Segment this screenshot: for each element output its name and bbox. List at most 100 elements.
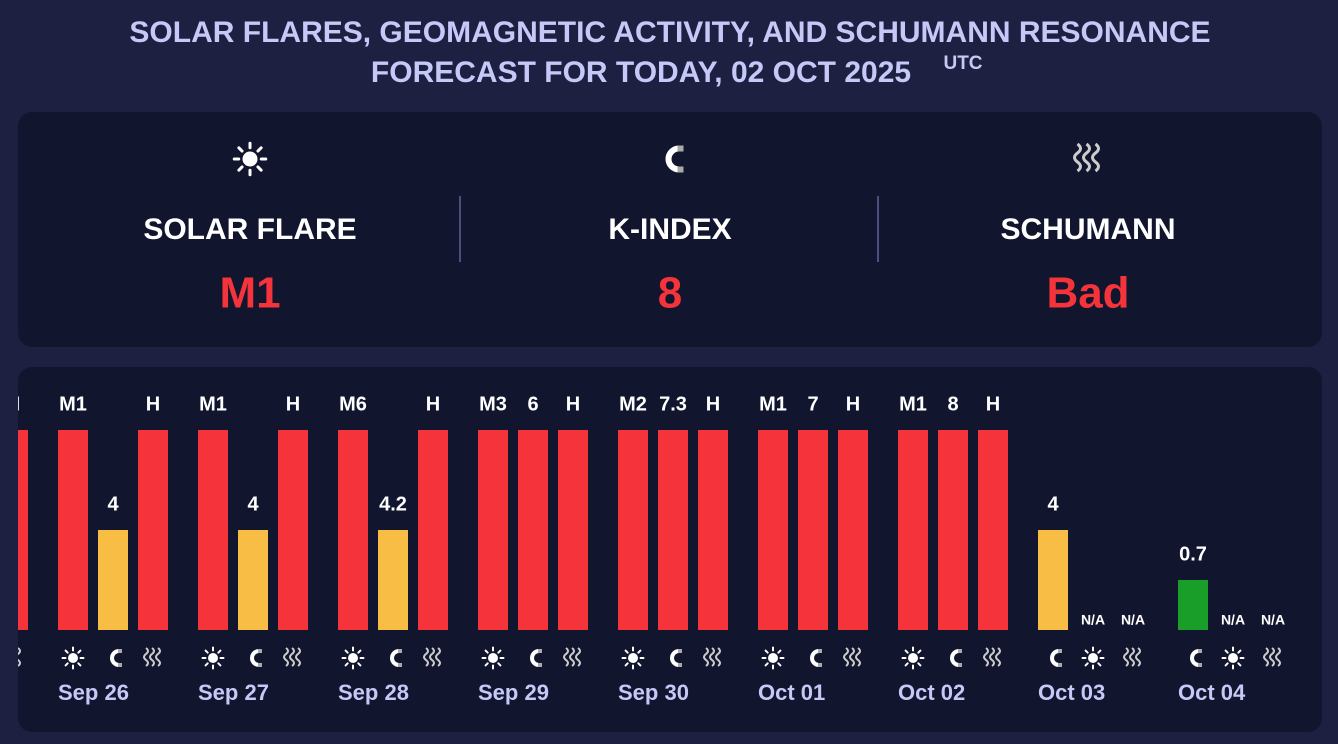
sun-ray <box>256 146 263 153</box>
magnet <box>1050 649 1060 667</box>
wave <box>575 647 581 667</box>
bar-label: H <box>286 393 300 415</box>
bar-label: 8 <box>947 393 958 415</box>
summary-panel <box>18 112 1322 347</box>
bar-label: H <box>706 393 720 415</box>
date-label: Oct 03 <box>1038 680 1105 705</box>
flare-icon <box>232 141 268 177</box>
magnet-tip <box>1198 649 1202 653</box>
sun-ray <box>256 165 263 172</box>
magnet-tip <box>958 649 962 653</box>
wave <box>1135 647 1141 667</box>
na-label: N/A <box>1261 612 1285 628</box>
wave <box>983 647 989 667</box>
wave <box>1091 142 1100 173</box>
magnet <box>390 649 400 667</box>
sun-ray <box>357 662 362 667</box>
bar <box>558 430 588 630</box>
sun-ray <box>217 649 222 654</box>
magnet <box>250 649 260 667</box>
date-label: Sep 29 <box>478 680 549 705</box>
k-icon <box>250 649 262 667</box>
sun-ray <box>777 649 782 654</box>
bar <box>518 430 548 630</box>
schumann-icon <box>18 647 21 667</box>
wave <box>423 647 429 667</box>
flare-icon <box>481 646 505 670</box>
sun-core <box>628 653 638 663</box>
magnet-tip <box>538 649 542 653</box>
magnet-tip <box>398 663 402 667</box>
bar <box>1038 530 1068 630</box>
wave <box>1275 647 1281 667</box>
sun-ray <box>917 649 922 654</box>
bar <box>618 430 648 630</box>
wave <box>1269 647 1275 667</box>
bar-label: H <box>426 393 440 415</box>
wave <box>995 647 1001 667</box>
schumann-icon <box>1073 142 1100 173</box>
summary-label: K-INDEX <box>608 213 731 246</box>
date-label: Oct 01 <box>758 680 825 705</box>
sun-ray <box>484 662 489 667</box>
bar <box>658 430 688 630</box>
wave <box>149 647 155 667</box>
magnet-tip <box>118 663 122 667</box>
flare-icon <box>901 646 925 670</box>
sun-ray <box>917 662 922 667</box>
bar-label: M1 <box>59 393 87 415</box>
sun-ray <box>764 649 769 654</box>
wave <box>295 647 301 667</box>
sun-ray <box>357 649 362 654</box>
sun-ray <box>64 662 69 667</box>
bar-label: H <box>6 393 20 415</box>
wave <box>1129 647 1135 667</box>
bar <box>98 530 128 630</box>
bar-label: M1 <box>199 393 227 415</box>
title: SOLAR FLARES, GEOMAGNETIC ACTIVITY, AND … <box>129 16 1210 49</box>
sun-ray <box>1084 662 1089 667</box>
bar-label: H <box>146 393 160 415</box>
title-superscript: UTC <box>943 53 982 74</box>
sun-core <box>1088 653 1098 663</box>
wave <box>715 647 721 667</box>
magnet-tip <box>118 649 122 653</box>
sun-ray <box>77 649 82 654</box>
summary-label: SCHUMANN <box>1001 213 1176 246</box>
summary-label: SOLAR FLARE <box>143 213 356 246</box>
bar-label: 4 <box>247 493 259 515</box>
magnet <box>950 649 960 667</box>
schumann-icon <box>1123 647 1141 667</box>
schumann-icon <box>143 647 161 667</box>
wave <box>703 647 709 667</box>
magnet-tip <box>958 663 962 667</box>
bar <box>278 430 308 630</box>
sun-ray <box>497 662 502 667</box>
k-icon <box>1190 649 1202 667</box>
wave <box>155 647 161 667</box>
wave <box>143 647 149 667</box>
magnet <box>810 649 820 667</box>
bar <box>1178 580 1208 630</box>
magnet-tip <box>677 145 684 152</box>
sun-ray <box>1224 649 1229 654</box>
schumann-icon <box>703 647 721 667</box>
date-label: Sep 30 <box>618 680 689 705</box>
k-icon <box>950 649 962 667</box>
bar <box>238 530 268 630</box>
bar-label: 4.2 <box>379 493 407 515</box>
k-icon <box>810 649 822 667</box>
sun-core <box>1228 653 1238 663</box>
sun-ray <box>204 649 209 654</box>
wave <box>989 647 995 667</box>
sun-core <box>208 653 218 663</box>
date-label: Sep 28 <box>338 680 409 705</box>
sun-core <box>348 653 358 663</box>
bar <box>138 430 168 630</box>
sun-ray <box>344 649 349 654</box>
k-icon <box>530 649 542 667</box>
magnet-tip <box>258 649 262 653</box>
wave <box>1263 647 1269 667</box>
summary-value: 8 <box>658 269 682 318</box>
